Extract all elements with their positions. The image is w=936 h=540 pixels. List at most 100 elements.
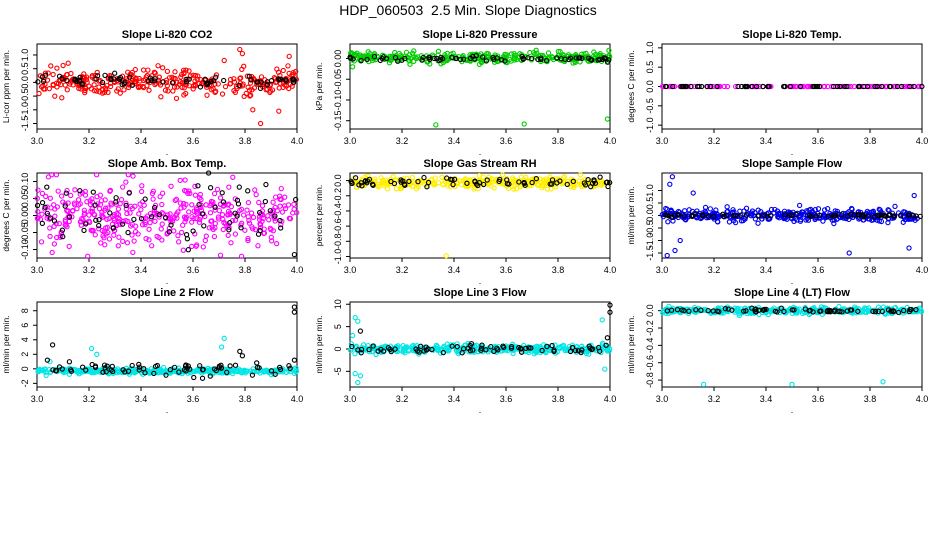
- data-point: [275, 76, 282, 82]
- data-point: [563, 346, 569, 352]
- data-point: [104, 224, 110, 231]
- data-point: [433, 122, 439, 128]
- data-point: [39, 220, 45, 227]
- data-point: [42, 70, 49, 76]
- data-point: [291, 304, 298, 310]
- data-point: [369, 181, 376, 187]
- data-point: [483, 58, 490, 64]
- data-point: [380, 179, 386, 185]
- data-point: [528, 182, 535, 188]
- data-point: [704, 83, 710, 90]
- data-point: [137, 78, 143, 84]
- data-point: [538, 55, 544, 61]
- data-point: [185, 190, 191, 197]
- data-point: [107, 188, 113, 194]
- data-point: [894, 83, 901, 90]
- data-point: [357, 328, 364, 334]
- data-point: [544, 186, 551, 192]
- y-tick-label: -1.0: [20, 102, 30, 118]
- y-axis-label: Li-cor ppm per min.: [1, 50, 11, 123]
- data-point: [597, 50, 603, 57]
- data-point: [194, 242, 200, 248]
- data-point: [276, 77, 283, 83]
- data-point: [50, 81, 56, 88]
- data-point: [204, 92, 210, 98]
- data-point: [136, 211, 142, 217]
- data-point: [282, 205, 289, 212]
- data-point: [267, 89, 273, 96]
- data-point: [115, 86, 121, 92]
- data-point: [814, 83, 821, 90]
- data-point: [79, 364, 86, 370]
- data-point: [141, 202, 147, 208]
- data-point: [607, 309, 613, 315]
- y-tick-label: -0.6: [645, 355, 655, 371]
- data-point: [216, 363, 222, 369]
- data-point: [77, 219, 84, 225]
- data-point: [81, 227, 87, 234]
- data-point: [457, 56, 464, 63]
- data-point: [59, 227, 66, 233]
- data-point: [237, 348, 243, 355]
- data-point: [39, 211, 45, 217]
- y-tick-label: 0.0: [645, 209, 655, 222]
- data-point: [663, 83, 670, 90]
- x-tick-label: 3.6: [500, 394, 513, 404]
- data-point: [464, 180, 470, 186]
- data-point: [213, 367, 219, 374]
- data-point: [157, 194, 163, 200]
- x-tick-label: 4.0: [291, 394, 304, 404]
- data-point: [35, 215, 41, 221]
- data-point: [787, 212, 793, 218]
- series-subset: [44, 304, 298, 381]
- data-point: [172, 69, 178, 75]
- data-point: [200, 367, 206, 373]
- data-point: [152, 70, 158, 76]
- data-point: [199, 211, 206, 217]
- data-point: [522, 182, 528, 188]
- data-point: [528, 345, 534, 351]
- y-tick-label: 1.0: [645, 42, 655, 55]
- data-point: [825, 213, 831, 219]
- data-point: [803, 208, 810, 214]
- data-point: [159, 190, 166, 196]
- data-point: [178, 229, 185, 236]
- data-point: [743, 308, 749, 314]
- y-tick-label: -0.05: [333, 69, 343, 90]
- panel-title: Slope Line 2 Flow: [121, 287, 214, 299]
- data-point: [125, 229, 131, 236]
- data-point: [264, 82, 270, 88]
- data-point: [84, 199, 90, 205]
- x-tick-label: 3.6: [187, 136, 200, 146]
- data-point: [247, 93, 253, 99]
- data-point: [276, 364, 283, 371]
- data-point: [232, 362, 239, 368]
- x-axis-label: .: [479, 276, 482, 286]
- data-point: [233, 84, 240, 90]
- x-tick-label: 3.6: [187, 394, 200, 404]
- data-point: [579, 55, 585, 62]
- data-point: [120, 238, 126, 244]
- data-point: [525, 55, 531, 61]
- data-point: [700, 210, 706, 216]
- data-point: [104, 363, 110, 369]
- data-point: [219, 91, 226, 97]
- data-point: [545, 50, 552, 56]
- data-point: [66, 214, 73, 220]
- data-point: [285, 63, 291, 69]
- x-tick-label: 3.8: [239, 136, 252, 146]
- data-point: [355, 379, 361, 386]
- data-point: [182, 177, 188, 183]
- data-point: [900, 307, 907, 314]
- data-point: [75, 197, 82, 203]
- data-point: [65, 208, 71, 214]
- data-point: [798, 211, 805, 218]
- data-point: [89, 74, 95, 80]
- panel-title: Slope Li-820 Pressure: [423, 29, 538, 41]
- data-point: [449, 176, 455, 183]
- data-point: [276, 85, 282, 91]
- data-point: [152, 78, 158, 84]
- data-point: [901, 83, 907, 90]
- data-point: [164, 82, 171, 89]
- series-all: [660, 303, 925, 388]
